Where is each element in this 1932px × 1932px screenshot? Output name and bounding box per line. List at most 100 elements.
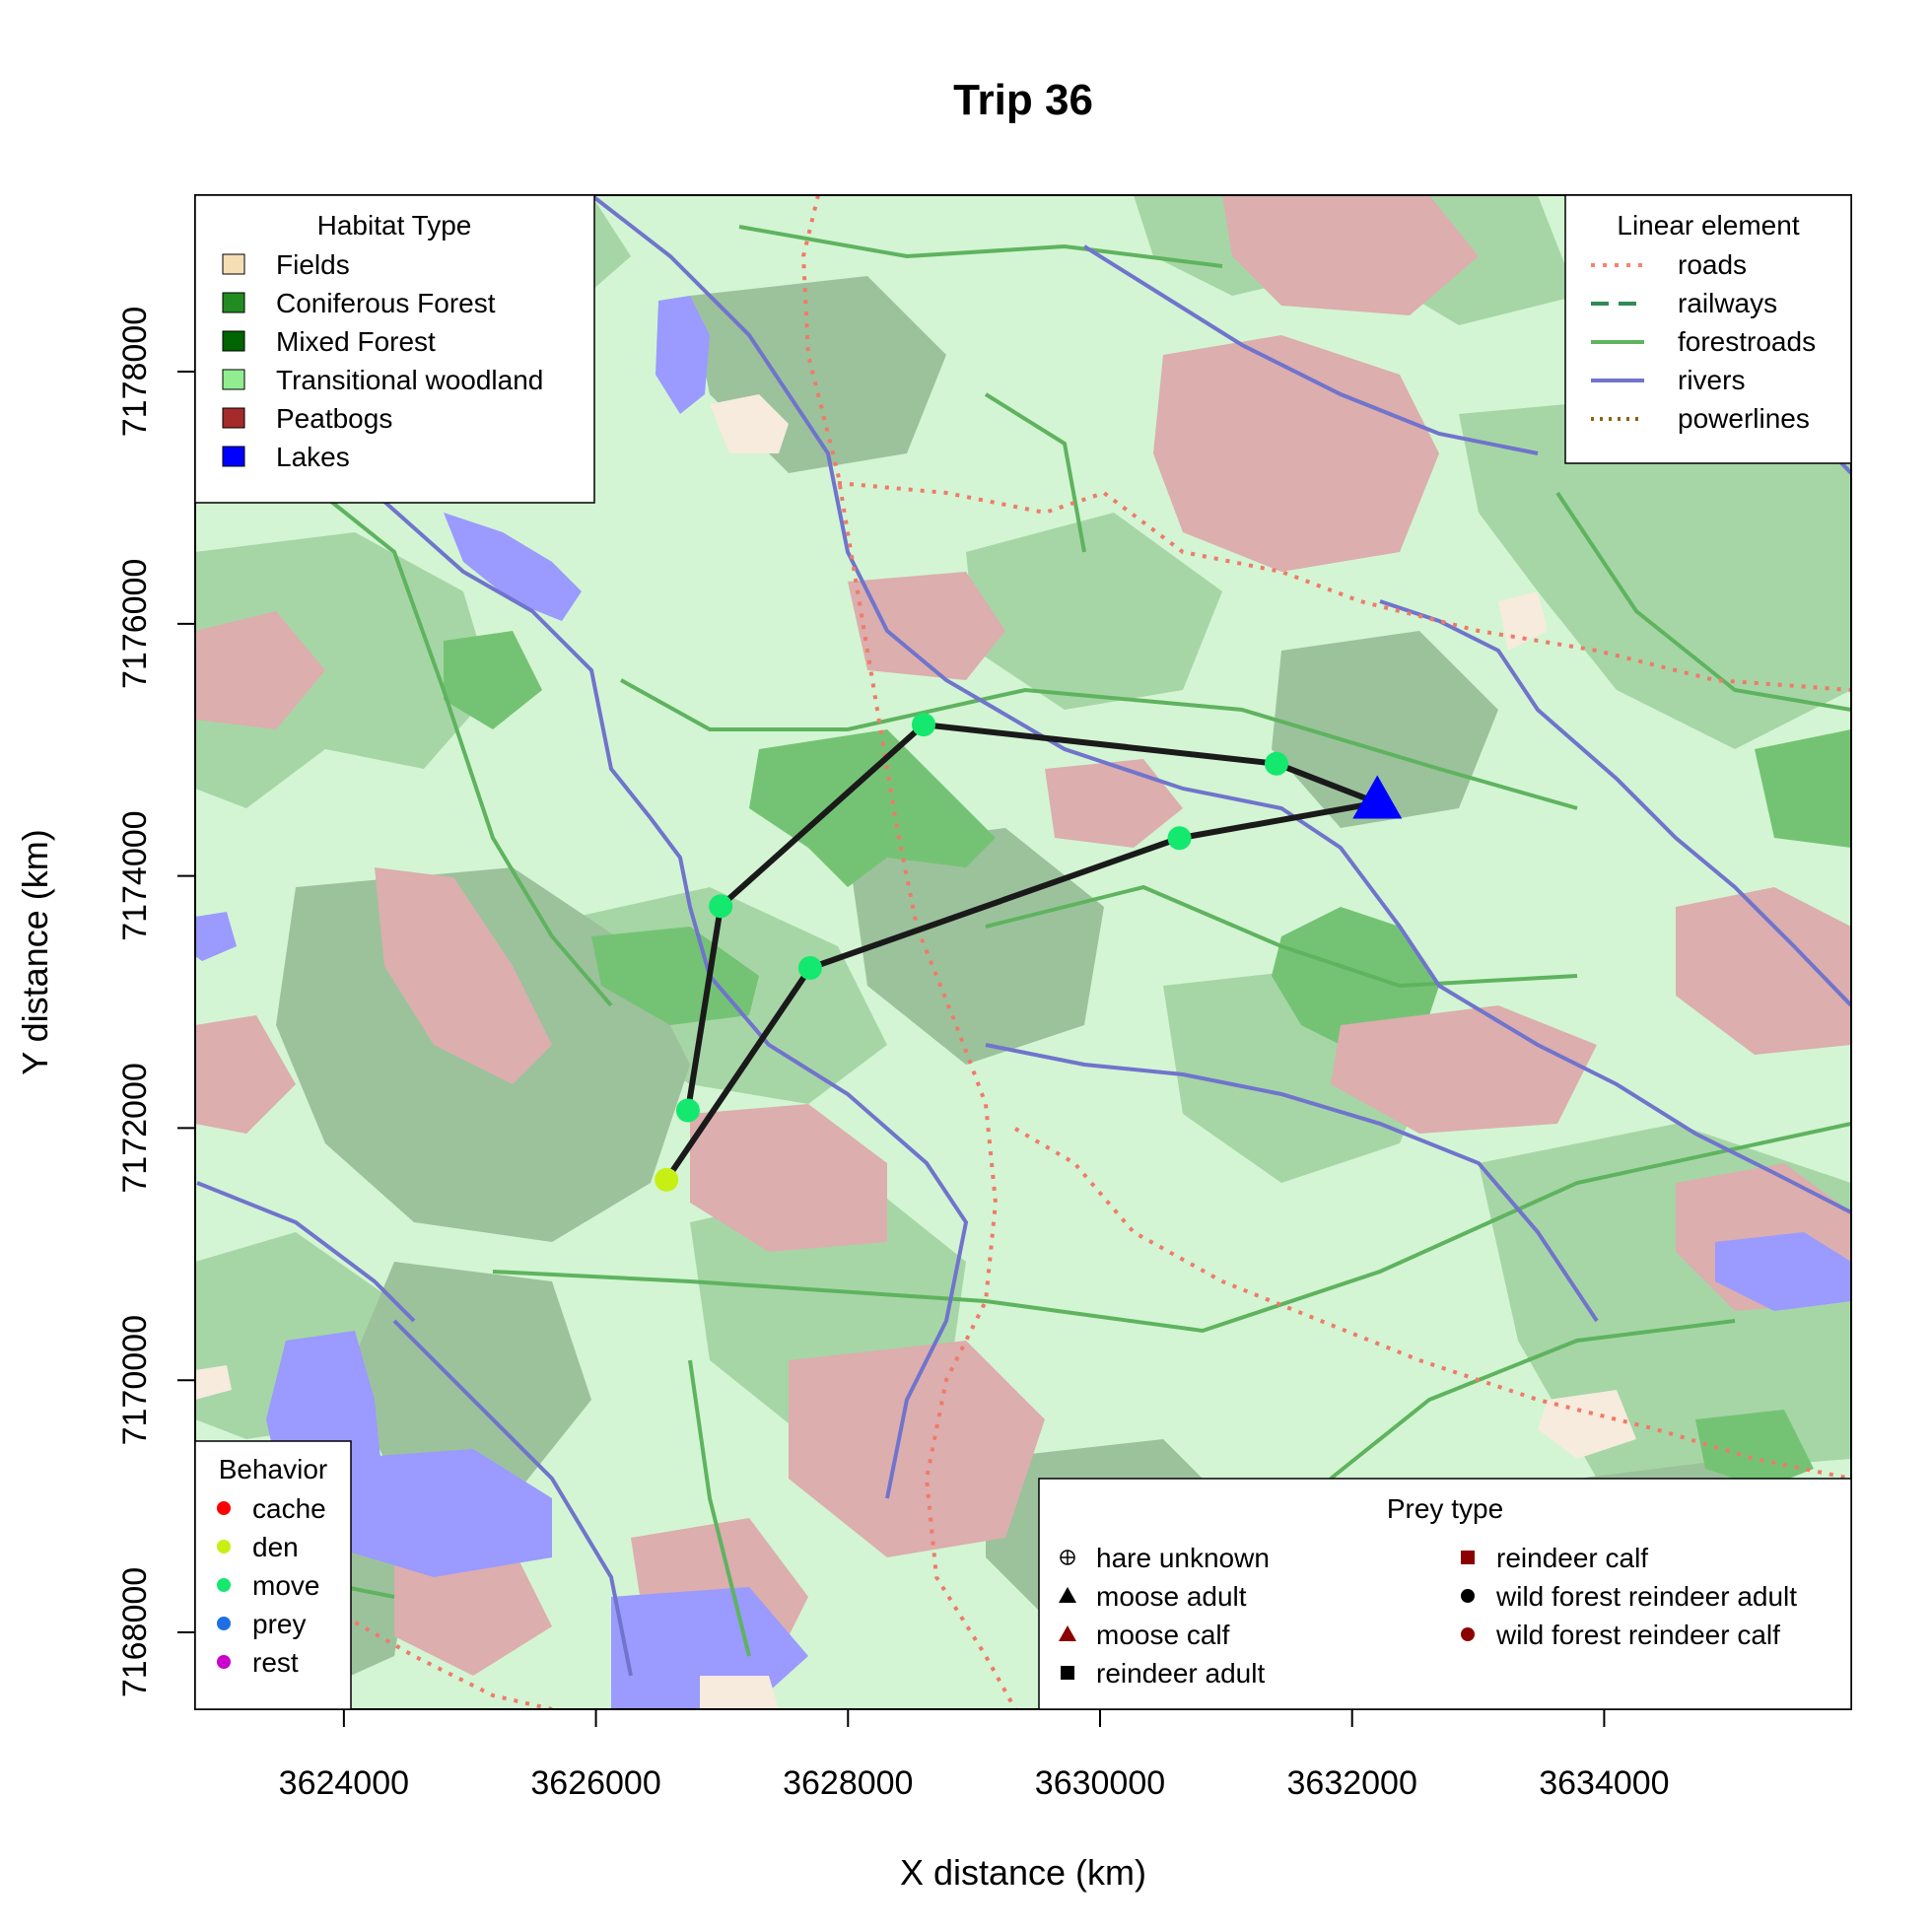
habitat-legend-items: Fields Coniferous Forest Mixed Forest Trans… — [222, 249, 543, 472]
y-tick-label: 7178000 — [116, 307, 154, 437]
habitat-legend-label: Mixed Forest — [276, 326, 436, 357]
prey-legend-items: hare unknown moose adult moose calf reindee… — [1059, 1543, 1797, 1689]
linear-element-legend: Linear element roadsrailwaysforestroadsr… — [1564, 194, 1852, 464]
prey-symbol-triangle — [1059, 1625, 1076, 1641]
prey-symbol-circle — [1461, 1627, 1475, 1641]
track-point-move — [709, 894, 733, 919]
river-line — [373, 491, 969, 1499]
x-axis-label: X distance (km) — [900, 1852, 1146, 1893]
track-point-move — [1264, 751, 1288, 776]
peatbog-patch — [394, 1548, 552, 1676]
river-line — [392, 1319, 633, 1677]
behavior-swatch — [217, 1617, 231, 1630]
peatbog-patch — [375, 867, 552, 1084]
fields-patch — [710, 394, 789, 453]
habitat-legend-box — [194, 194, 595, 504]
lake-patch — [335, 1449, 552, 1577]
river-line — [589, 195, 1851, 1214]
lake-patch — [656, 296, 710, 414]
prey-symbol-square — [1461, 1551, 1475, 1564]
behavior-legend-label: den — [252, 1532, 299, 1562]
prey-legend-label: moose adult — [1096, 1581, 1247, 1612]
forestroad-line — [688, 1359, 751, 1657]
road-line — [1013, 1127, 1851, 1481]
prey-legend-label: hare unknown — [1096, 1543, 1270, 1573]
y-tick-label: 7168000 — [116, 1567, 154, 1697]
behavior-swatch — [217, 1655, 231, 1669]
track-point-move — [911, 713, 935, 737]
linear-legend-label: powerlines — [1678, 403, 1810, 434]
x-tick-label: 3626000 — [530, 1764, 660, 1802]
prey-legend-box — [1038, 1478, 1852, 1710]
coniferous-patch — [966, 513, 1222, 710]
dense-forest-patch — [749, 729, 996, 887]
habitat-legend-label: Fields — [276, 249, 350, 280]
lake-patch — [1715, 1232, 1851, 1311]
behavior-swatch — [217, 1578, 231, 1592]
behavior-swatch — [217, 1540, 231, 1553]
peatbog-patch — [1153, 335, 1439, 572]
linear-legend-label: forestroads — [1678, 326, 1816, 357]
x-axis-ticks: 3624000 3626000 3628000 3630000 3632000 36340… — [279, 1709, 1670, 1802]
prey-symbol-triangle — [1059, 1587, 1076, 1603]
peatbog-patch — [690, 1104, 887, 1252]
prey-legend-label: wild forest reindeer adult — [1495, 1581, 1797, 1612]
track-point-den — [655, 1167, 679, 1192]
behavior-legend-label: cache — [252, 1493, 326, 1524]
habitat-swatch — [222, 446, 245, 467]
dense-forest-patch — [1755, 729, 1851, 848]
prey-symbol-circle-plus — [1060, 1550, 1075, 1565]
peatbog-patch — [1222, 195, 1479, 315]
roads-layer — [344, 195, 1851, 1709]
behavior-legend: Behavior cache den move prey rest — [194, 1440, 352, 1710]
track-point-move — [797, 955, 822, 980]
prey-symbol-square — [1061, 1666, 1074, 1680]
linear-legend-label: rivers — [1678, 365, 1745, 395]
lake-patch — [444, 513, 582, 621]
habitat-legend-label: Peatbogs — [276, 403, 392, 434]
y-axis-label: Y distance (km) — [15, 829, 55, 1074]
habitat-patches — [195, 195, 1851, 1709]
habitat-swatch — [222, 369, 245, 390]
forestroad-line — [620, 678, 1578, 810]
prey-type-legend: Prey type hare unknown moose adult moose c… — [1038, 1478, 1852, 1710]
forestroad-line — [738, 225, 1223, 268]
prey-symbol-circle — [1461, 1589, 1475, 1603]
x-tick-label: 3628000 — [783, 1764, 913, 1802]
prey-legend-label: wild forest reindeer calf — [1495, 1620, 1780, 1650]
habitat-legend-label: Transitional woodland — [276, 365, 543, 395]
peatbog-patch — [789, 1341, 1045, 1557]
habitat-swatch — [222, 407, 245, 429]
fields-patch — [1538, 1390, 1636, 1459]
habitat-legend: Habitat Type Fields Coniferous Forest Mixe… — [194, 194, 595, 504]
x-axis: 3624000 3626000 3628000 3630000 3632000 36340… — [279, 1709, 1670, 1893]
river-line — [1082, 244, 1539, 455]
x-tick-label: 3632000 — [1287, 1764, 1417, 1802]
fields-patch — [195, 1365, 232, 1400]
behavior-swatch — [217, 1501, 231, 1515]
y-tick-label: 7174000 — [116, 810, 154, 940]
river-line — [196, 1181, 416, 1323]
track-points — [655, 713, 1403, 1192]
behavior-legend-label: prey — [252, 1609, 306, 1639]
forestroad-line — [984, 392, 1086, 553]
forestroad-line — [1329, 1319, 1736, 1481]
forestroad-line — [985, 884, 1578, 989]
river-line — [1379, 599, 1851, 1007]
prey-legend-label: reindeer calf — [1496, 1543, 1648, 1573]
rivers-layer — [196, 195, 1851, 1677]
forestroad-line — [492, 1122, 1851, 1334]
linear-legend-box — [1564, 194, 1852, 464]
prey-legend-title: Prey type — [1387, 1493, 1503, 1524]
x-tick-label: 3624000 — [279, 1764, 409, 1802]
peatbog-patch — [195, 611, 325, 729]
habitat-legend-title: Habitat Type — [317, 210, 472, 241]
track-point-move — [675, 1098, 700, 1123]
track-point-move — [1167, 826, 1192, 851]
y-axis: 7168000 7170000 7172000 7174000 7176000 71780… — [15, 307, 195, 1697]
peatbog-patch — [848, 572, 1005, 680]
linear-legend-label: railways — [1678, 288, 1777, 318]
coniferous-patch — [195, 532, 493, 808]
behavior-legend-title: Behavior — [219, 1454, 328, 1484]
